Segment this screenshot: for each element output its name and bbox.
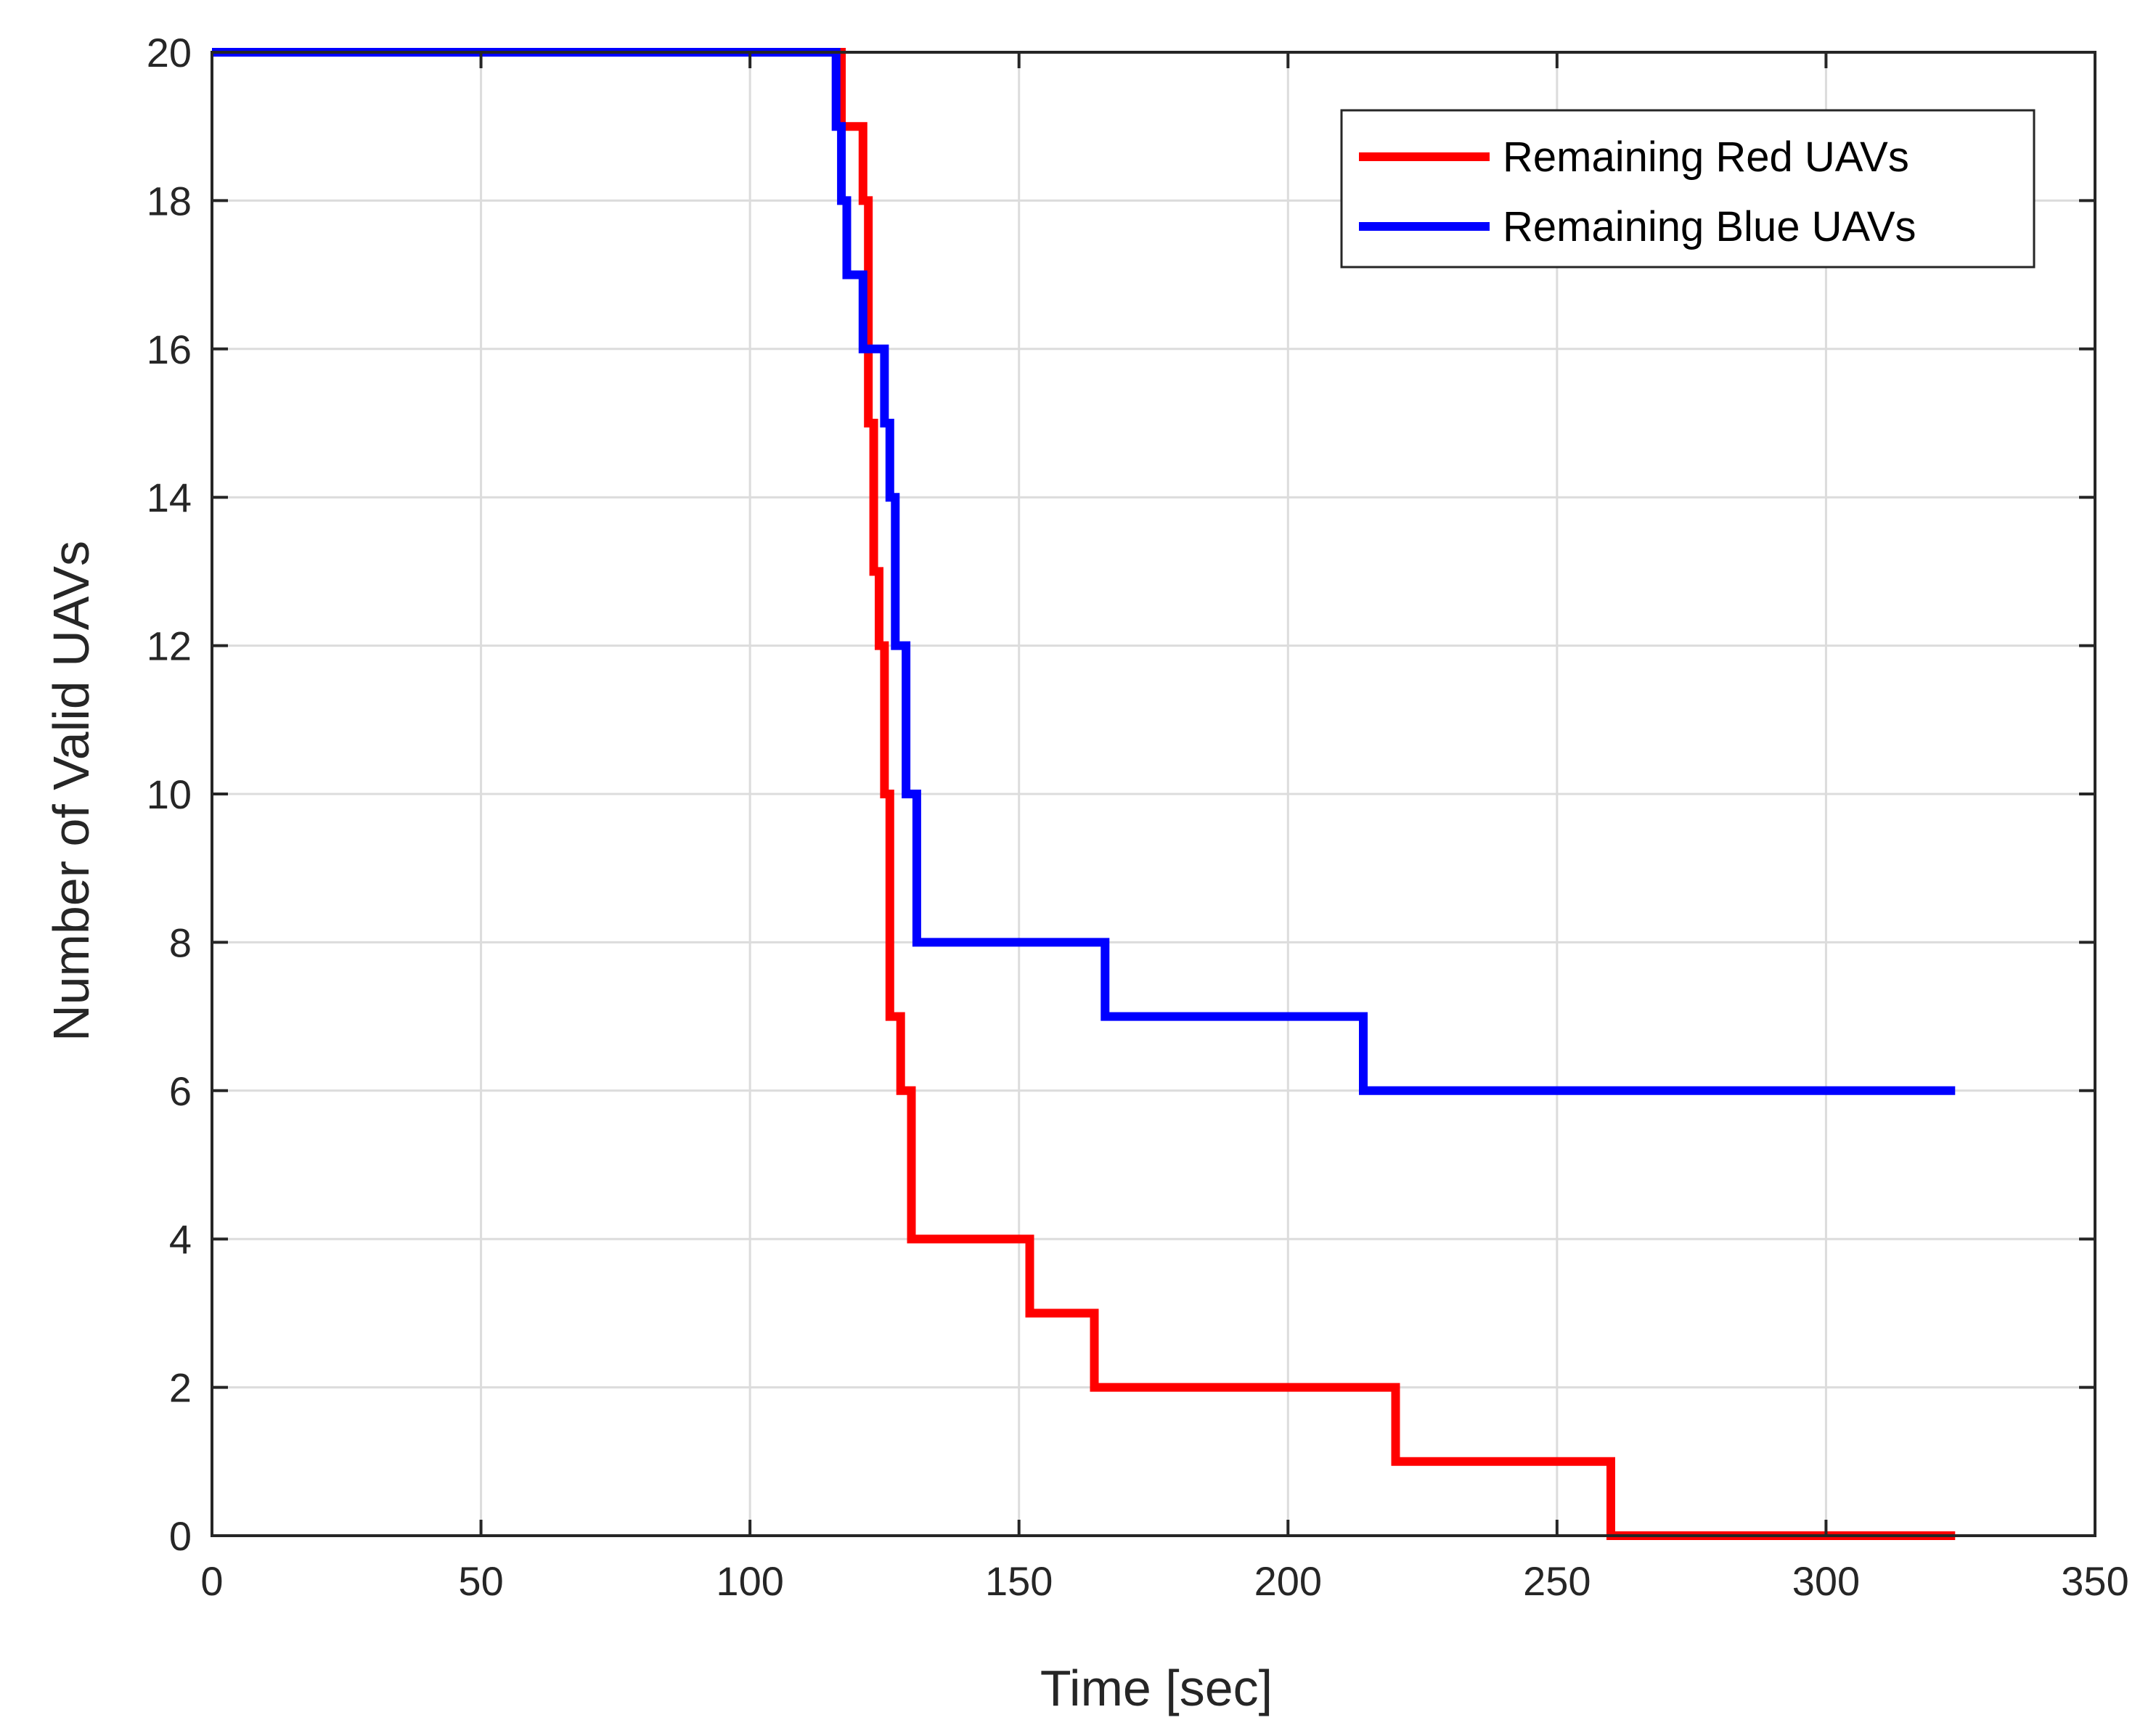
x-axis-title: Time [sec] <box>1040 1660 1273 1716</box>
x-tick-label-150: 150 <box>985 1558 1053 1604</box>
x-tick-label-0: 0 <box>200 1558 223 1604</box>
y-tick-label-2: 2 <box>169 1365 192 1411</box>
series-line-blue <box>212 48 1956 1095</box>
y-tick-label-6: 6 <box>169 1068 192 1114</box>
legend-box <box>1340 109 2035 269</box>
y-tick-label-0: 0 <box>169 1513 192 1559</box>
series-layer <box>212 48 1956 1540</box>
series-line-red <box>212 48 1956 1540</box>
tick-layer <box>211 51 2096 1537</box>
x-tick-label-300: 300 <box>1792 1558 1860 1604</box>
x-tick-label-200: 200 <box>1254 1558 1322 1604</box>
x-tick-label-100: 100 <box>716 1558 783 1604</box>
x-tick-label-250: 250 <box>1523 1558 1591 1604</box>
x-tick-label-350: 350 <box>2061 1558 2128 1604</box>
y-axis-title: Number of Valid UAVs <box>43 541 99 1041</box>
y-tick-label-8: 8 <box>169 920 192 965</box>
legend-label-blue: Remaining Blue UAVs <box>1503 203 1916 250</box>
x-tick-label-50: 50 <box>458 1558 503 1604</box>
y-tick-label-10: 10 <box>147 771 192 817</box>
y-tick-label-18: 18 <box>147 178 192 224</box>
legend-label-red: Remaining Red UAVs <box>1503 134 1909 181</box>
y-tick-label-14: 14 <box>147 475 192 520</box>
y-tick-label-20: 20 <box>147 30 192 75</box>
y-tick-label-12: 12 <box>147 623 192 669</box>
legend: Remaining Red UAVs Remaining Blue UAVs <box>1340 109 2035 269</box>
label-layer: 0 50 100 150 200 250 300 350 0 2 4 6 8 10 12 14 16 18 20 <box>147 30 2129 1604</box>
y-tick-label-16: 16 <box>147 327 192 372</box>
y-tick-label-4: 4 <box>169 1216 192 1262</box>
